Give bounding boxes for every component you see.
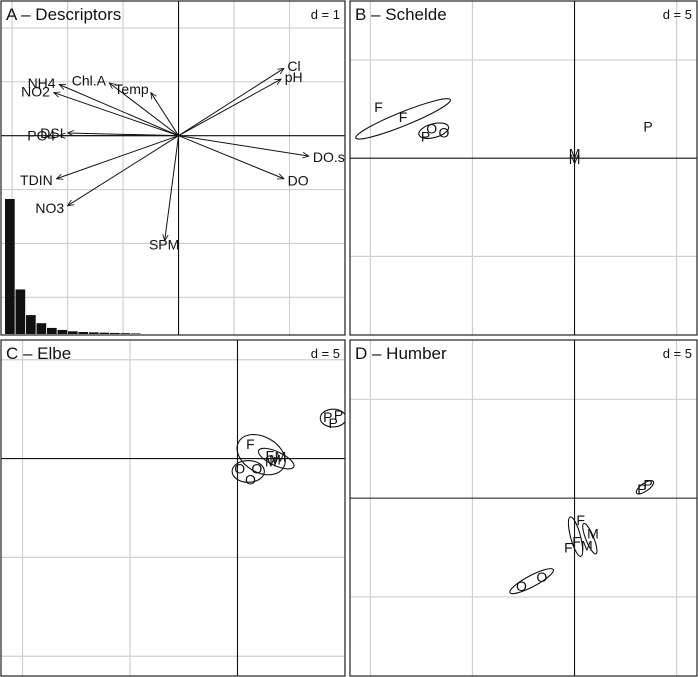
eigenvalue-bar (78, 331, 89, 334)
point-label: F (399, 109, 408, 125)
vector-arrow (68, 135, 179, 206)
eigenvalue-bar (110, 332, 120, 334)
panel-frame (349, 0, 698, 336)
vector-label: DO (288, 172, 309, 188)
eigenvalue-bar (131, 333, 141, 334)
vector-arrow (56, 135, 179, 179)
vector-arrow (54, 93, 179, 137)
group-ellipse (319, 408, 345, 428)
eigenvalue-bar (99, 332, 110, 334)
vector-label: SPM (149, 237, 179, 253)
eigenvalue-bar (89, 332, 99, 334)
point-label: M (265, 454, 277, 470)
scale-label: d = 5 (663, 346, 692, 361)
vector-arrow (178, 135, 284, 179)
point-label: P (329, 415, 338, 431)
point-label: P (334, 407, 343, 423)
group-ellipse (567, 516, 584, 557)
point-label: F (265, 448, 274, 464)
point-label: P (323, 409, 332, 425)
point-label: F (246, 436, 255, 452)
vector-arrow (59, 85, 179, 137)
point-label: O (234, 460, 245, 476)
panel-title: A – Descriptors (6, 5, 121, 24)
point-label: F (572, 534, 581, 550)
vector-label: pH (285, 69, 303, 85)
scale-label: d = 5 (663, 7, 692, 22)
panel-title: C – Elbe (6, 344, 71, 363)
point-label: O (245, 471, 256, 487)
vector-arrow (178, 79, 282, 137)
vector-arrow (178, 68, 284, 137)
vector-label: DO.sat (313, 149, 357, 165)
eigenvalue-bar (120, 333, 131, 334)
eigenvalue-bar (36, 323, 47, 334)
point-label: M (269, 452, 281, 468)
group-ellipse (236, 433, 286, 476)
point-label: F (374, 99, 383, 115)
panel-title: D – Humber (355, 344, 447, 363)
vector-label: PO4 (27, 128, 55, 144)
point-label: M (569, 151, 581, 167)
group-ellipse (231, 460, 265, 483)
point-label: O (251, 460, 262, 476)
vector-label: NO3 (35, 200, 64, 216)
vector-label: Cl (287, 58, 300, 74)
point-label: F (576, 512, 585, 528)
point-label: F (564, 540, 573, 556)
vector-label: DSI (40, 125, 63, 141)
point-label: P (643, 119, 652, 135)
vector-label: Temp (114, 81, 148, 97)
eigenvalue-bar (47, 327, 57, 334)
group-ellipse (635, 480, 655, 495)
point-label: M (569, 145, 581, 161)
point-label: P (637, 481, 646, 497)
point-label: P (643, 476, 652, 492)
group-ellipse (509, 568, 554, 595)
point-label: O (516, 578, 527, 594)
scale-label: d = 1 (311, 7, 340, 22)
point-label: O (438, 125, 449, 141)
group-ellipse (355, 98, 452, 140)
panel-title: B – Schelde (355, 5, 447, 24)
point-label: M (275, 449, 287, 465)
eigenvalue-bar (15, 289, 26, 334)
point-label: M (581, 538, 593, 554)
panel-frame (349, 339, 698, 677)
group-ellipse (582, 522, 598, 555)
vector-arrow (68, 133, 179, 136)
vector-arrow (151, 93, 179, 136)
vector-label: NO2 (21, 83, 50, 99)
eigenvalue-bar (57, 329, 68, 334)
vector-arrow (109, 83, 179, 137)
point-label: O (536, 569, 547, 585)
vector-label: NH4 (28, 75, 56, 91)
point-label: O (426, 121, 437, 137)
eigenvalue-bar (5, 199, 15, 334)
eigenvalue-bar (26, 315, 36, 334)
vector-arrow (165, 135, 180, 241)
group-ellipse (257, 447, 295, 470)
panel-frame (0, 0, 346, 336)
vector-label: Chl.A (72, 72, 107, 88)
group-ellipse (418, 122, 450, 139)
eigenvalue-bar (68, 331, 78, 334)
vector-arrow (178, 135, 309, 156)
panel-frame (0, 339, 346, 677)
point-label: M (587, 526, 599, 542)
scale-label: d = 5 (311, 346, 340, 361)
point-label: P (421, 129, 430, 145)
vector-label: TDIN (20, 172, 53, 188)
